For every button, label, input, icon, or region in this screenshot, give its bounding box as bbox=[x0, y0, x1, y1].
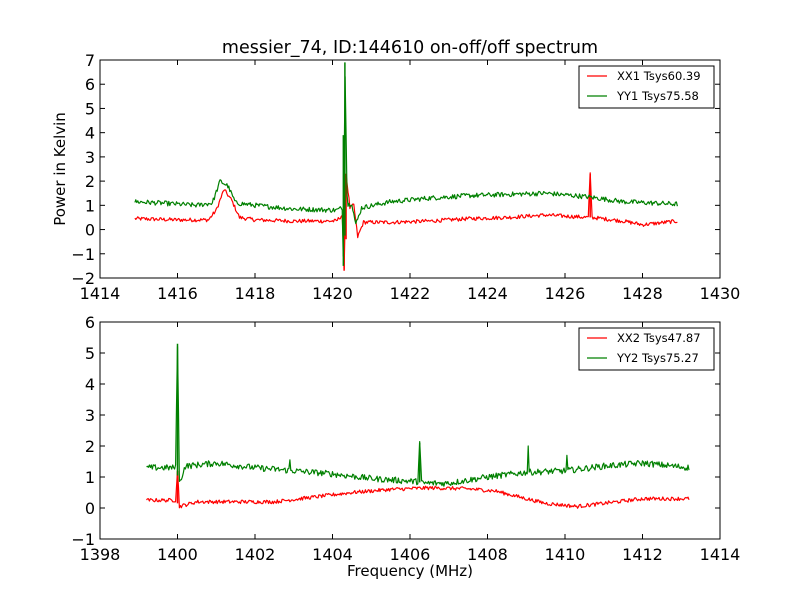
y-tick-label: 0 bbox=[85, 499, 95, 518]
y-tick-label: 3 bbox=[85, 406, 95, 425]
series-line-yy1 bbox=[134, 76, 678, 257]
y-tick-label: −2 bbox=[71, 269, 95, 288]
x-tick-label: 1398 bbox=[80, 545, 121, 564]
y-tick-label: 4 bbox=[85, 375, 95, 394]
y-tick-label: 1 bbox=[85, 196, 95, 215]
x-tick-label: 1400 bbox=[157, 545, 198, 564]
y-tick-label: 4 bbox=[85, 124, 95, 143]
x-tick-label: 1410 bbox=[545, 545, 586, 564]
y-tick-label: 3 bbox=[85, 148, 95, 167]
x-tick-label: 1406 bbox=[390, 545, 431, 564]
legend-label-yy1: YY1 Tsys75.58 bbox=[616, 89, 699, 103]
y-tick-label: 2 bbox=[85, 172, 95, 191]
x-tick-label: 1416 bbox=[157, 284, 198, 303]
y-tick-label: 0 bbox=[85, 221, 95, 240]
x-tick-label: 1420 bbox=[312, 284, 353, 303]
x-tick-label: 1414 bbox=[700, 545, 741, 564]
y-tick-label: −1 bbox=[71, 530, 95, 549]
x-tick-label: 1430 bbox=[700, 284, 741, 303]
legend-label-xx2: XX2 Tsys47.87 bbox=[617, 331, 701, 345]
x-tick-label: 1418 bbox=[235, 284, 276, 303]
y-tick-label: 5 bbox=[85, 99, 95, 118]
legend-label-yy2: YY2 Tsys75.27 bbox=[616, 351, 699, 365]
y-tick-label: 2 bbox=[85, 437, 95, 456]
top-legend: XX1 Tsys60.39 YY1 Tsys75.58 bbox=[578, 65, 715, 109]
series-line-xx2 bbox=[146, 470, 690, 509]
x-tick-label: 1408 bbox=[467, 545, 508, 564]
bottom-axes-frame bbox=[99, 321, 721, 540]
y-tick-label: 1 bbox=[85, 468, 95, 487]
x-tick-label: 1412 bbox=[622, 545, 663, 564]
bottom-legend: XX2 Tsys47.87 YY2 Tsys75.27 bbox=[578, 327, 715, 371]
bottom-subplot: 1398 1400 1402 1404 1406 1408 1410 1412 1414 −1 0 1… bbox=[71, 313, 740, 580]
y-tick-label: −1 bbox=[71, 245, 95, 264]
y-tick-label: 6 bbox=[85, 313, 95, 332]
top-series-group bbox=[134, 62, 678, 271]
y-tick-label: 7 bbox=[85, 51, 95, 70]
x-axis-label: Frequency (MHz) bbox=[347, 562, 473, 580]
y-tick-label: 5 bbox=[85, 344, 95, 363]
x-tick-label: 1424 bbox=[467, 284, 508, 303]
y-tick-label: 6 bbox=[85, 75, 95, 94]
top-subplot: messier_74, ID:144610 on-off/off spectru… bbox=[51, 38, 740, 303]
bottom-ticks: 1398 1400 1402 1404 1406 1408 1410 1412 1414 −1 0 1… bbox=[71, 313, 740, 564]
top-axes-frame bbox=[99, 59, 721, 279]
bottom-series-group bbox=[146, 343, 690, 509]
x-tick-label: 1404 bbox=[312, 545, 353, 564]
x-tick-label: 1428 bbox=[622, 284, 663, 303]
legend-box bbox=[578, 65, 715, 109]
y-axis-label: Power in Kelvin bbox=[51, 112, 69, 226]
x-tick-label: 1426 bbox=[545, 284, 586, 303]
chart-title: messier_74, ID:144610 on-off/off spectru… bbox=[222, 38, 598, 58]
x-tick-label: 1402 bbox=[235, 545, 276, 564]
legend-box bbox=[578, 327, 715, 371]
x-tick-label: 1414 bbox=[80, 284, 121, 303]
series-line-yy2 bbox=[146, 346, 690, 487]
series-line-xx1 bbox=[134, 172, 678, 270]
legend-label-xx1: XX1 Tsys60.39 bbox=[617, 69, 701, 83]
x-tick-label: 1422 bbox=[390, 284, 431, 303]
top-ticks: 1414 1416 1418 1420 1422 1424 1426 1428 1430−2−1… bbox=[71, 51, 740, 303]
